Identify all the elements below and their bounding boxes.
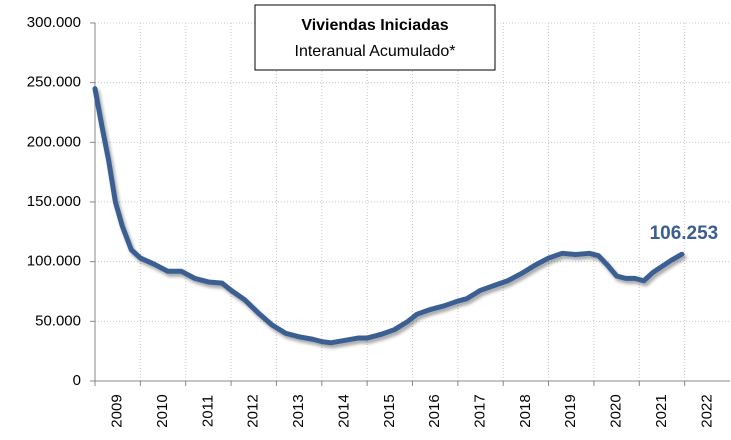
x-tick-label: 2011 — [199, 395, 216, 427]
x-tick-label: 2009 — [109, 394, 126, 427]
chart-title: Viviendas Iniciadas — [301, 17, 448, 34]
data-label: 106.253 — [650, 223, 719, 244]
y-tick-label: 250.000 — [27, 74, 81, 91]
x-tick-label: 2022 — [698, 394, 715, 427]
x-tick-label: 2019 — [562, 394, 579, 427]
plot: 0 50.000 100.000 150.000 200.000 250.000 300.0… — [27, 14, 730, 428]
x-tick-label: 2012 — [245, 394, 262, 427]
line — [92, 86, 685, 346]
x-tick-label: 2013 — [290, 394, 307, 427]
x-tick-label: 2018 — [517, 394, 534, 427]
chart-subtitle: Interanual Acumulado* — [295, 43, 456, 60]
x-tick-label: 2020 — [608, 394, 625, 427]
y-tick-label: 300.000 — [27, 14, 81, 31]
y-tick-label: 200.000 — [27, 133, 81, 150]
x-tick-label: 2014 — [335, 394, 352, 427]
y-tick-label: 0 — [73, 372, 81, 389]
y-tick-label: 50.000 — [35, 312, 81, 329]
x-tick-label: 2017 — [472, 394, 489, 427]
x-tick-label: 2010 — [154, 394, 171, 427]
x-tick-label: 2016 — [426, 394, 443, 427]
x-tick-label: 2015 — [381, 394, 398, 427]
y-tick-label: 100.000 — [27, 253, 81, 270]
title-box — [254, 4, 496, 71]
x-tick-label: 2021 — [653, 394, 670, 427]
y-tick-label: 150.000 — [27, 193, 81, 210]
